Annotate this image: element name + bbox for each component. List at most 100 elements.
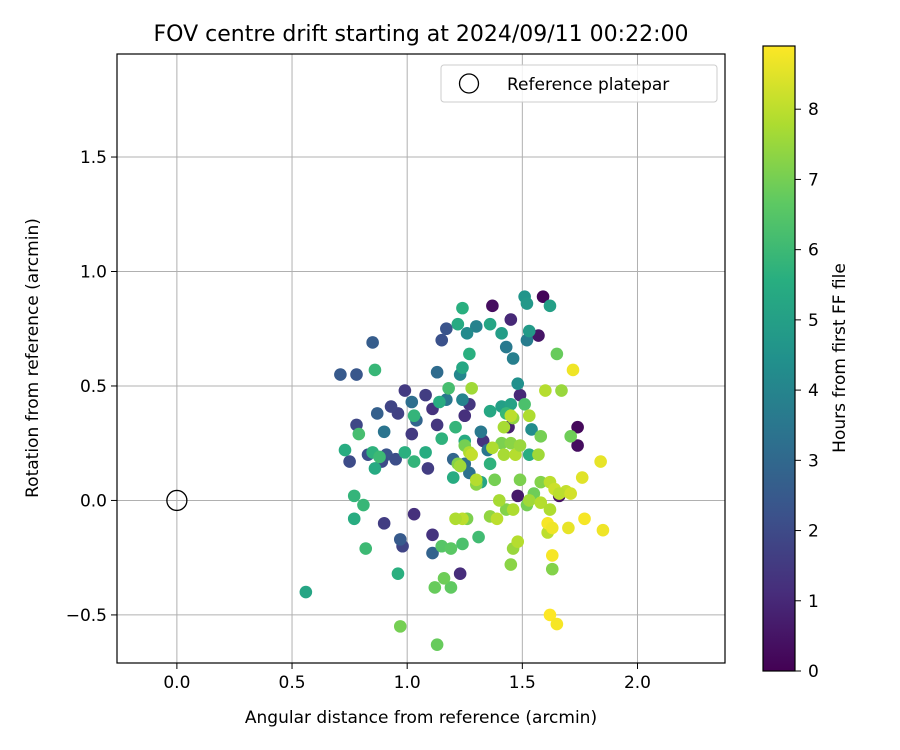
colorbar-tick-label: 1 [808, 592, 819, 612]
scatter-point [393, 533, 407, 546]
scatter-point [497, 420, 511, 434]
scatter-point [440, 322, 453, 336]
scatter-point [504, 313, 518, 326]
scatter-point [545, 521, 559, 535]
scatter-point [347, 489, 361, 503]
scatter-point [393, 620, 407, 633]
scatter-point [458, 409, 472, 423]
scatter-point [550, 347, 564, 361]
scatter-point [486, 441, 499, 455]
scatter-point [456, 393, 469, 407]
scatter-point [571, 420, 584, 434]
scatter-point [453, 567, 467, 581]
scatter-point [493, 494, 506, 507]
scatter-point [446, 471, 460, 484]
scatter-point [430, 365, 444, 379]
scatter-point [522, 324, 536, 338]
legend-entry-reference: Reference platepar [507, 75, 669, 95]
scatter-point [469, 320, 483, 333]
scatter-point [483, 404, 497, 418]
scatter-point [539, 384, 552, 397]
scatter-point [511, 535, 525, 548]
scatter-point [520, 297, 534, 310]
colorbar-tick-label: 4 [808, 381, 819, 401]
scatter-point [407, 507, 421, 521]
scatter-point [391, 567, 405, 581]
scatter-point [578, 512, 591, 526]
scatter-point [504, 409, 518, 423]
scatter-point [465, 381, 478, 395]
scatter-point [377, 517, 391, 530]
scatter-point [571, 439, 584, 452]
y-tick-label: 0.0 [80, 491, 107, 511]
scatter-point [433, 395, 446, 409]
scatter-point [384, 400, 398, 413]
scatter-point [357, 498, 370, 512]
scatter-points [299, 290, 610, 651]
scatter-point [504, 558, 518, 571]
legend-reference-marker [458, 73, 480, 94]
x-tick-label: 0.0 [163, 673, 190, 693]
scatter-point [543, 299, 557, 313]
scatter-point [435, 432, 449, 445]
scatter-point [430, 418, 444, 432]
legend: Reference platepar [440, 64, 718, 103]
scatter-point [405, 395, 419, 409]
scatter-point [428, 581, 442, 594]
scatter-point [543, 503, 557, 516]
scatter-point [456, 537, 469, 551]
scatter-point [543, 608, 557, 622]
scatter-point [449, 512, 462, 526]
scatter-point [368, 363, 382, 377]
scatter-point [564, 430, 577, 443]
scatter-point [377, 425, 391, 439]
scatter-point [522, 494, 536, 507]
y-tick-label: 1.5 [80, 148, 107, 168]
scatter-point [511, 489, 525, 503]
scatter-point [488, 473, 501, 487]
scatter-point [495, 327, 508, 340]
colorbar-tick-label: 3 [808, 451, 819, 471]
scatter-point [465, 448, 478, 461]
colorbar-tick-label: 2 [808, 522, 819, 542]
y-tick-label: 1.0 [80, 263, 107, 283]
scatter-point [368, 462, 382, 475]
scatter-point [398, 384, 412, 397]
scatter-point [373, 450, 386, 464]
scatter-point [513, 473, 527, 487]
scatter-point [497, 448, 511, 461]
scatter-point [444, 542, 458, 555]
scatter-point [550, 617, 564, 631]
scatter-point [534, 430, 548, 443]
scatter-point [483, 457, 497, 471]
axis-ticks: 0.0 0.5 1.0 1.5 2.0 −0.5 0.0 0.5 1.0 1.5 [66, 148, 651, 693]
scatter-point [426, 528, 439, 542]
scatter-point [506, 503, 520, 516]
scatter-point [426, 546, 439, 560]
scatter-point [596, 523, 610, 537]
x-axis-label: Angular distance from reference (arcmin) [245, 708, 597, 728]
scatter-point [566, 363, 580, 377]
scatter-point [370, 407, 384, 420]
reference-marker [166, 489, 188, 512]
scatter-point [299, 585, 313, 599]
x-tick-label: 1.0 [394, 673, 421, 693]
x-tick-label: 0.5 [279, 673, 306, 693]
scatter-point [437, 571, 451, 585]
scatter-point [534, 475, 548, 489]
scatter-point [532, 448, 545, 461]
scatter-point [490, 512, 504, 526]
grid [117, 54, 725, 663]
scatter-point [486, 299, 499, 313]
colorbar-ticks: 0 1 2 3 4 5 6 7 8 [795, 100, 819, 682]
colorbar-label: Hours from first FF file [830, 263, 850, 453]
scatter-point [506, 352, 520, 365]
y-tick-label: −0.5 [66, 606, 107, 626]
scatter-point [389, 452, 402, 466]
scatter-point [430, 638, 444, 651]
scatter-point [366, 336, 379, 349]
scatter-point [343, 455, 356, 468]
scatter-point [513, 439, 527, 452]
scatter-point [359, 542, 373, 555]
scatter-point [456, 361, 469, 374]
